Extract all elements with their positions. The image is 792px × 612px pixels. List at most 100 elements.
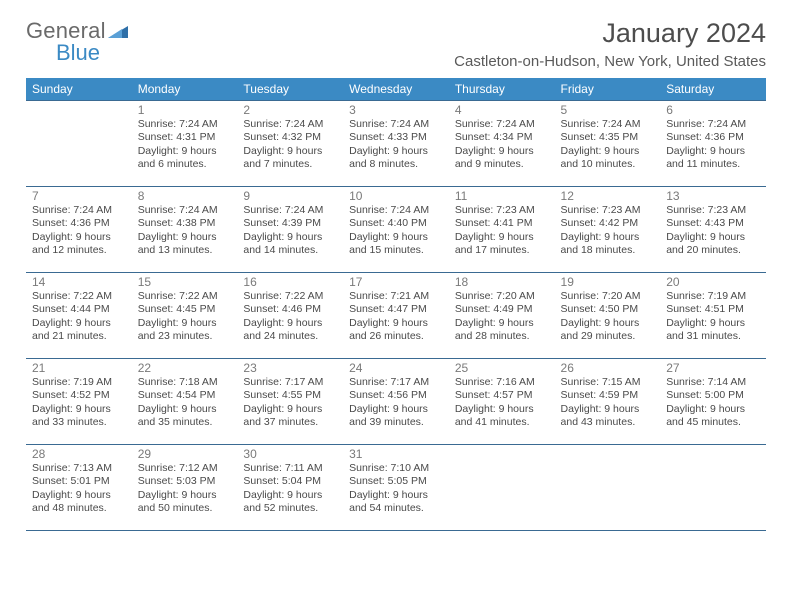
weekday-header: Tuesday	[237, 78, 343, 101]
logo-triangle-icon	[108, 18, 128, 44]
calendar-week-row: 28Sunrise: 7:13 AMSunset: 5:01 PM Dayligh…	[26, 445, 766, 531]
day-number: 14	[32, 275, 126, 289]
sunrise-line: Sunrise: 7:23 AM	[455, 204, 535, 216]
calendar-day-cell: 23Sunrise: 7:17 AMSunset: 4:55 PMDayligh…	[237, 359, 343, 445]
sunrise-line: Sunrise: 7:17 AM	[349, 376, 429, 388]
calendar-day-cell: 19Sunrise: 7:20 AMSunset: 4:50 PMDayligh…	[555, 273, 661, 359]
sunset-line: Sunset: 4:51 PM	[666, 303, 744, 315]
calendar-day-cell: 10Sunrise: 7:24 AMSunset: 4:40 PMDayligh…	[343, 187, 449, 273]
daylight-line: Daylight: 9 hours and 52 minutes.	[243, 489, 322, 514]
daylight-line: Daylight: 9 hours and 6 minutes.	[138, 145, 217, 170]
daylight-line: Daylight: 9 hours and 8 minutes.	[349, 145, 428, 170]
sunset-line: Sunset: 4:56 PM	[349, 389, 427, 401]
calendar-day-cell: 7Sunrise: 7:24 AMSunset: 4:36 PMDaylight…	[26, 187, 132, 273]
calendar-day-cell: 31Sunrise: 7:10 AMSunset: 5:05 PMDayligh…	[343, 445, 449, 531]
page-title: January 2024	[454, 18, 766, 49]
sunrise-line: Sunrise: 7:24 AM	[243, 204, 323, 216]
sunset-line: Sunset: 4:40 PM	[349, 217, 427, 229]
sunset-line: Sunset: 4:33 PM	[349, 131, 427, 143]
sunrise-line: Sunrise: 7:19 AM	[666, 290, 746, 302]
sunrise-line: Sunrise: 7:17 AM	[243, 376, 323, 388]
day-number: 22	[138, 361, 232, 375]
day-number: 10	[349, 189, 443, 203]
day-detail: Sunrise: 7:18 AMSunset: 4:54 PMDaylight:…	[138, 376, 232, 430]
day-number: 28	[32, 447, 126, 461]
calendar-empty-cell	[449, 445, 555, 531]
day-number: 4	[455, 103, 549, 117]
day-detail: Sunrise: 7:14 AMSunset: 5:00 PMDaylight:…	[666, 376, 760, 430]
calendar-day-cell: 18Sunrise: 7:20 AMSunset: 4:49 PMDayligh…	[449, 273, 555, 359]
daylight-line: Daylight: 9 hours and 54 minutes.	[349, 489, 428, 514]
page-header: General Blue January 2024 Castleton-on-H…	[26, 18, 766, 70]
sunrise-line: Sunrise: 7:24 AM	[561, 118, 641, 130]
day-number: 11	[455, 189, 549, 203]
sunrise-line: Sunrise: 7:24 AM	[455, 118, 535, 130]
sunset-line: Sunset: 4:47 PM	[349, 303, 427, 315]
day-number: 1	[138, 103, 232, 117]
daylight-line: Daylight: 9 hours and 37 minutes.	[243, 403, 322, 428]
calendar-day-cell: 22Sunrise: 7:18 AMSunset: 4:54 PMDayligh…	[132, 359, 238, 445]
day-detail: Sunrise: 7:17 AMSunset: 4:56 PMDaylight:…	[349, 376, 443, 430]
sunset-line: Sunset: 4:43 PM	[666, 217, 744, 229]
daylight-line: Daylight: 9 hours and 31 minutes.	[666, 317, 745, 342]
sunset-line: Sunset: 4:49 PM	[455, 303, 533, 315]
sunset-line: Sunset: 4:45 PM	[138, 303, 216, 315]
sunset-line: Sunset: 4:57 PM	[455, 389, 533, 401]
daylight-line: Daylight: 9 hours and 26 minutes.	[349, 317, 428, 342]
weekday-header: Saturday	[660, 78, 766, 101]
sunset-line: Sunset: 4:50 PM	[561, 303, 639, 315]
day-number: 5	[561, 103, 655, 117]
calendar-day-cell: 16Sunrise: 7:22 AMSunset: 4:46 PMDayligh…	[237, 273, 343, 359]
day-detail: Sunrise: 7:24 AMSunset: 4:31 PM Daylight:…	[138, 118, 232, 172]
calendar-day-cell: 27Sunrise: 7:14 AMSunset: 5:00 PMDayligh…	[660, 359, 766, 445]
calendar-day-cell: 3Sunrise: 7:24 AMSunset: 4:33 PMDaylight…	[343, 101, 449, 187]
sunrise-line: Sunrise: 7:24 AM	[138, 118, 218, 130]
sunset-line: Sunset: 4:36 PM	[32, 217, 110, 229]
day-number: 27	[666, 361, 760, 375]
day-number: 15	[138, 275, 232, 289]
calendar-day-cell: 25Sunrise: 7:16 AMSunset: 4:57 PMDayligh…	[449, 359, 555, 445]
sunset-line: Sunset: 5:01 PM	[32, 475, 110, 487]
sunset-line: Sunset: 4:31 PM	[138, 131, 216, 143]
daylight-line: Daylight: 9 hours and 48 minutes.	[32, 489, 111, 514]
sunrise-line: Sunrise: 7:13 AM	[32, 462, 112, 474]
calendar-empty-cell	[555, 445, 661, 531]
day-detail: Sunrise: 7:21 AMSunset: 4:47 PMDaylight:…	[349, 290, 443, 344]
day-detail: Sunrise: 7:24 AMSunset: 4:33 PM Daylight:…	[349, 118, 443, 172]
sunset-line: Sunset: 4:46 PM	[243, 303, 321, 315]
weekday-header: Monday	[132, 78, 238, 101]
calendar-day-cell: 5Sunrise: 7:24 AMSunset: 4:35 PMDaylight…	[555, 101, 661, 187]
calendar-day-cell: 12Sunrise: 7:23 AMSunset: 4:42 PMDayligh…	[555, 187, 661, 273]
calendar-week-row: 21Sunrise: 7:19 AMSunset: 4:52 PMDayligh…	[26, 359, 766, 445]
day-detail: Sunrise: 7:24 AMSunset: 4:38 PMDaylight:…	[138, 204, 232, 258]
daylight-line: Daylight: 9 hours and 28 minutes.	[455, 317, 534, 342]
sunrise-line: Sunrise: 7:22 AM	[243, 290, 323, 302]
weekday-header-row: SundayMondayTuesdayWednesdayThursdayFrid…	[26, 78, 766, 101]
sunrise-line: Sunrise: 7:22 AM	[138, 290, 218, 302]
daylight-line: Daylight: 9 hours and 18 minutes.	[561, 231, 640, 256]
calendar-day-cell: 1Sunrise: 7:24 AMSunset: 4:31 PM Daylight…	[132, 101, 238, 187]
sunset-line: Sunset: 5:05 PM	[349, 475, 427, 487]
sunrise-line: Sunrise: 7:24 AM	[349, 204, 429, 216]
calendar-empty-cell	[26, 101, 132, 187]
day-detail: Sunrise: 7:23 AMSunset: 4:41 PMDaylight:…	[455, 204, 549, 258]
calendar-day-cell: 8Sunrise: 7:24 AMSunset: 4:38 PMDaylight…	[132, 187, 238, 273]
calendar-week-row: 7Sunrise: 7:24 AMSunset: 4:36 PMDaylight…	[26, 187, 766, 273]
sunrise-line: Sunrise: 7:24 AM	[349, 118, 429, 130]
calendar-day-cell: 9Sunrise: 7:24 AMSunset: 4:39 PMDaylight…	[237, 187, 343, 273]
day-detail: Sunrise: 7:11 AMSunset: 5:04 PMDaylight:…	[243, 462, 337, 516]
day-number: 12	[561, 189, 655, 203]
day-number: 9	[243, 189, 337, 203]
day-detail: Sunrise: 7:23 AMSunset: 4:42 PMDaylight:…	[561, 204, 655, 258]
day-number: 31	[349, 447, 443, 461]
day-detail: Sunrise: 7:22 AMSunset: 4:46 PMDaylight:…	[243, 290, 337, 344]
sunset-line: Sunset: 5:03 PM	[138, 475, 216, 487]
day-number: 29	[138, 447, 232, 461]
sunrise-line: Sunrise: 7:20 AM	[455, 290, 535, 302]
sunset-line: Sunset: 4:52 PM	[32, 389, 110, 401]
sunrise-line: Sunrise: 7:12 AM	[138, 462, 218, 474]
day-number: 21	[32, 361, 126, 375]
calendar-day-cell: 6Sunrise: 7:24 AMSunset: 4:36 PMDaylight…	[660, 101, 766, 187]
calendar-day-cell: 29Sunrise: 7:12 AMSunset: 5:03 PMDayligh…	[132, 445, 238, 531]
calendar-day-cell: 15Sunrise: 7:22 AMSunset: 4:45 PMDayligh…	[132, 273, 238, 359]
